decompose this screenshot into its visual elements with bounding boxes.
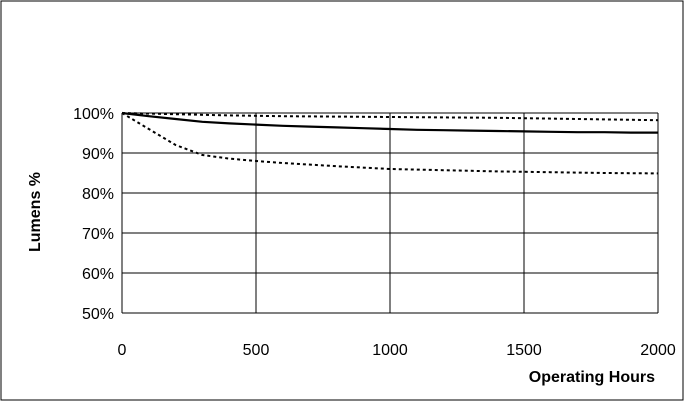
y-tick-label: 100% (73, 106, 114, 123)
plot-area (121, 113, 658, 314)
x-axis-title: Operating Hours (529, 369, 655, 386)
x-tick-label: 1000 (372, 342, 408, 359)
y-tick-label: 80% (82, 186, 114, 203)
y-tick-label: 50% (82, 306, 114, 323)
y-tick-labels: 50% 60% 70% 80% 90% 100% (73, 106, 114, 323)
series-line-1 (121, 111, 658, 134)
y-axis-title: Lumens % (27, 172, 44, 252)
x-tick-label: 0 (118, 342, 127, 359)
series-line-3 (121, 112, 659, 175)
x-tick-label: 2000 (640, 342, 676, 359)
y-tick-label: 70% (82, 226, 114, 243)
y-tick-label: 90% (82, 146, 114, 163)
x-tick-labels: 0 500 1000 1500 2000 (118, 342, 676, 359)
x-tick-label: 1500 (506, 342, 542, 359)
series-line-2 (121, 112, 659, 122)
series-layer (121, 111, 659, 175)
y-tick-label: 60% (82, 266, 114, 283)
x-tick-label: 500 (243, 342, 270, 359)
